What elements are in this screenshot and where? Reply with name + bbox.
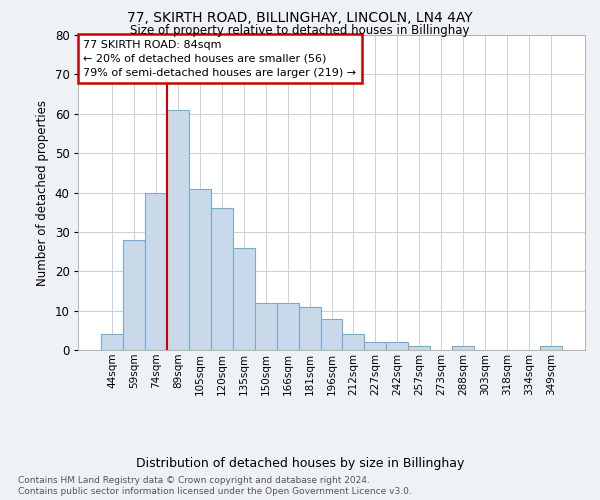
Text: 77, SKIRTH ROAD, BILLINGHAY, LINCOLN, LN4 4AY: 77, SKIRTH ROAD, BILLINGHAY, LINCOLN, LN… <box>127 11 473 25</box>
Text: Contains HM Land Registry data © Crown copyright and database right 2024.: Contains HM Land Registry data © Crown c… <box>18 476 370 485</box>
Bar <box>145 192 167 350</box>
Bar <box>540 346 562 350</box>
Bar <box>211 208 233 350</box>
Bar <box>409 346 430 350</box>
Bar <box>452 346 474 350</box>
Bar <box>343 334 364 350</box>
Text: Distribution of detached houses by size in Billinghay: Distribution of detached houses by size … <box>136 458 464 470</box>
Bar <box>277 302 299 350</box>
Bar <box>254 302 277 350</box>
Text: Size of property relative to detached houses in Billinghay: Size of property relative to detached ho… <box>130 24 470 37</box>
Bar <box>233 248 254 350</box>
Bar <box>123 240 145 350</box>
Y-axis label: Number of detached properties: Number of detached properties <box>36 100 49 286</box>
Text: Contains public sector information licensed under the Open Government Licence v3: Contains public sector information licen… <box>18 486 412 496</box>
Bar <box>320 318 343 350</box>
Bar <box>189 188 211 350</box>
Bar <box>101 334 123 350</box>
Bar <box>299 306 320 350</box>
Bar <box>386 342 409 350</box>
Text: 77 SKIRTH ROAD: 84sqm
← 20% of detached houses are smaller (56)
79% of semi-deta: 77 SKIRTH ROAD: 84sqm ← 20% of detached … <box>83 40 356 78</box>
Bar <box>167 110 189 350</box>
Bar <box>364 342 386 350</box>
